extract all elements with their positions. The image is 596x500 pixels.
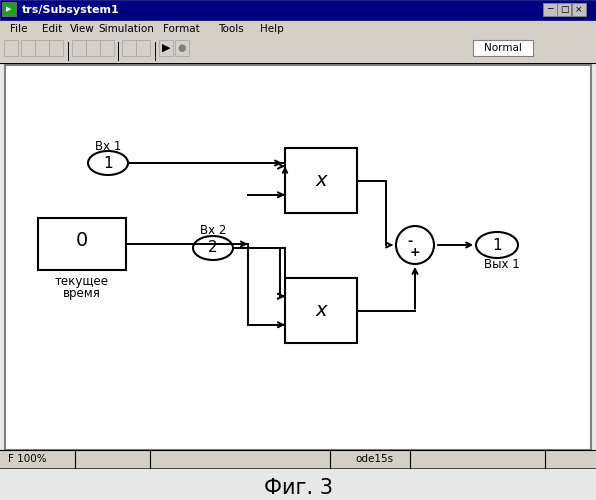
Text: текущее: текущее — [55, 276, 109, 288]
Ellipse shape — [88, 151, 128, 175]
Bar — [175, 40, 189, 56]
Bar — [49, 40, 63, 56]
Text: -: - — [408, 234, 412, 248]
Bar — [285, 278, 357, 343]
Text: File: File — [10, 24, 27, 34]
Text: время: время — [63, 288, 101, 300]
Text: □: □ — [560, 5, 568, 14]
Text: Фиг. 3: Фиг. 3 — [263, 478, 333, 498]
Text: x: x — [315, 301, 327, 320]
Bar — [159, 40, 173, 56]
Text: 0: 0 — [76, 232, 88, 250]
Ellipse shape — [476, 232, 518, 258]
Text: Edit: Edit — [42, 24, 62, 34]
Text: ▶: ▶ — [162, 43, 170, 53]
Bar — [473, 40, 533, 56]
Bar — [38, 218, 126, 270]
Text: Help: Help — [260, 24, 284, 34]
Bar — [136, 40, 150, 56]
Text: Вых 1: Вых 1 — [484, 258, 520, 272]
Bar — [122, 40, 136, 56]
Text: 1: 1 — [103, 156, 113, 170]
Text: Normal: Normal — [484, 43, 522, 53]
Text: Вх 1: Вх 1 — [95, 140, 121, 153]
Bar — [86, 40, 100, 56]
Text: ode15s: ode15s — [355, 454, 393, 464]
Text: F 100%: F 100% — [8, 454, 46, 464]
Text: x: x — [315, 171, 327, 190]
Bar — [543, 3, 557, 16]
Text: 1: 1 — [492, 238, 502, 252]
Bar — [0, 37, 596, 63]
Bar — [72, 40, 86, 56]
Text: 2: 2 — [208, 240, 218, 256]
Text: ─: ─ — [547, 5, 552, 14]
Text: Вх 2: Вх 2 — [200, 224, 226, 237]
Bar — [0, 0, 596, 20]
Bar — [100, 40, 114, 56]
Ellipse shape — [193, 236, 233, 260]
Text: +: + — [409, 246, 420, 258]
Text: Tools: Tools — [218, 24, 244, 34]
Bar — [0, 450, 596, 468]
Bar — [5, 65, 591, 450]
Bar — [4, 40, 18, 56]
Bar — [572, 3, 586, 16]
Bar — [557, 3, 571, 16]
Bar — [2, 2, 16, 16]
Text: View: View — [70, 24, 95, 34]
Text: ▶: ▶ — [7, 6, 12, 12]
Text: ×: × — [575, 5, 583, 14]
Bar — [21, 40, 35, 56]
Bar — [0, 20, 596, 37]
Text: ●: ● — [178, 43, 186, 53]
Bar — [35, 40, 49, 56]
Circle shape — [396, 226, 434, 264]
Text: trs/Subsystem1: trs/Subsystem1 — [22, 5, 120, 15]
Bar — [285, 148, 357, 213]
Text: Format: Format — [163, 24, 200, 34]
Text: Simulation: Simulation — [98, 24, 154, 34]
